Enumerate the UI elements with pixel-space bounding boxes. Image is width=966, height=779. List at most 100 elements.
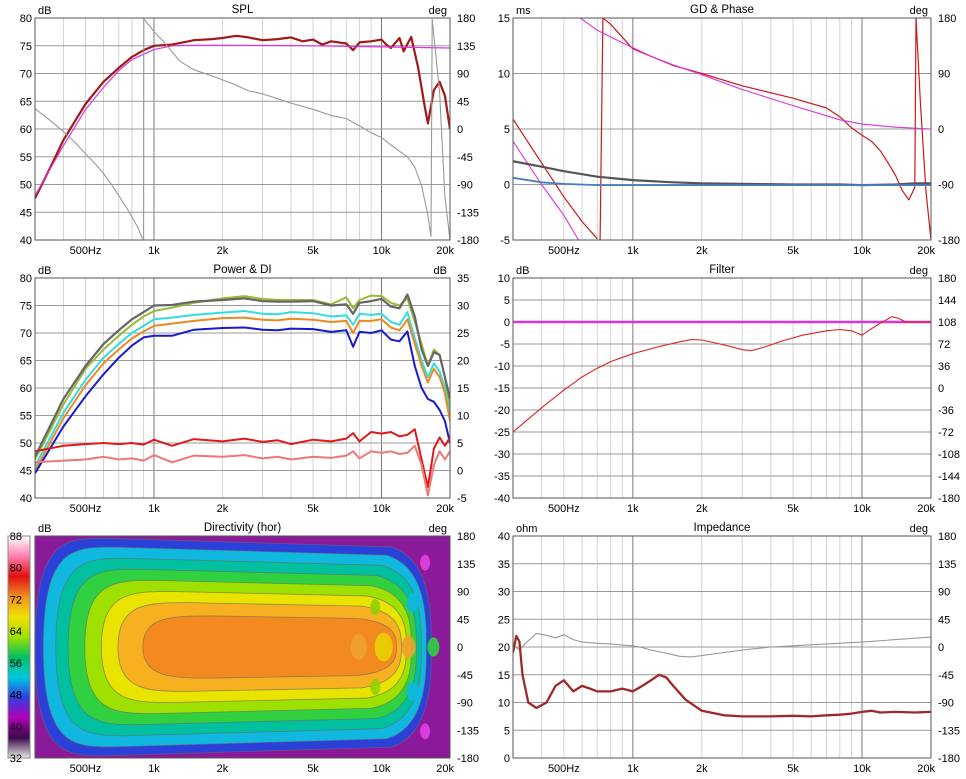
filter-x-tick-label: 500Hz <box>548 503 580 515</box>
colorbar-tick-label: 64 <box>10 626 22 638</box>
power-x-tick-label: 1k <box>148 503 160 515</box>
filter-y-tick-label: 5 <box>504 295 510 307</box>
impedance-y2-tick-label: -135 <box>938 725 960 737</box>
filter-y-tick-label: -35 <box>494 471 510 483</box>
spl-y2-tick-label: 0 <box>457 124 463 136</box>
gd-series-3 <box>915 18 931 240</box>
spl-y2-tick-label: 90 <box>457 69 469 81</box>
heatmap-blob <box>420 723 431 740</box>
colorbar <box>7 535 31 759</box>
power-title: Power & DI <box>213 264 271 276</box>
impedance-x-tick-label: 20k <box>917 763 935 775</box>
gd-y2-tick-label: -180 <box>938 235 960 247</box>
gd-series-2 <box>602 18 917 201</box>
gd-left-unit: ms <box>516 5 531 17</box>
spl-y-tick-label: 45 <box>20 207 32 219</box>
gd-x-tick-label: 5k <box>787 245 799 257</box>
filter-y-tick-label: 10 <box>498 273 510 285</box>
power-y-tick-label: 50 <box>20 438 32 450</box>
filter-y2-tick-label: -108 <box>938 449 960 461</box>
heatmap-blob <box>406 681 419 702</box>
directivity-y2-tick-label: -135 <box>457 725 479 737</box>
filter-y-tick-label: -40 <box>494 493 510 505</box>
spl-y2-tick-label: 135 <box>457 41 475 53</box>
colorbar-tick-label: 48 <box>10 690 22 702</box>
panel-filter: Filter dB deg -40 -35 -30 -25 -20 -15 -10 -5 0 5 10 -1… <box>494 264 960 515</box>
impedance-y2-tick-label: -45 <box>938 670 954 682</box>
power-y-tick-label: 55 <box>20 411 32 423</box>
gd-series-7 <box>513 176 931 186</box>
directivity-left-unit: dB <box>38 523 51 535</box>
panel-gd: GD & Phase ms deg -5 0 5 10 15 -180 -90 0 90 180 500H… <box>498 4 960 257</box>
filter-y2-tick-label: 180 <box>938 273 956 285</box>
colorbar-tick-label: 72 <box>10 594 22 606</box>
impedance-y2-tick-label: -90 <box>938 698 954 710</box>
spl-series-6 <box>431 19 450 240</box>
spl-y-tick-label: 40 <box>20 235 32 247</box>
spl-y-tick-label: 60 <box>20 124 32 136</box>
gd-right-unit: deg <box>910 5 928 17</box>
power-series-1 <box>35 293 450 458</box>
power-y-tick-label: 70 <box>20 328 32 340</box>
spl-title: SPL <box>232 4 254 16</box>
spl-y-tick-label: 55 <box>20 152 32 164</box>
impedance-x-tick-label: 500Hz <box>548 763 580 775</box>
colorbar-tick-label: 40 <box>10 721 22 733</box>
colorbar-tick-label: 32 <box>10 753 22 765</box>
colorbar-tick-label: 56 <box>10 658 22 670</box>
power-y-tick-label: 65 <box>20 356 32 368</box>
power-x-tick-label: 2k <box>217 503 229 515</box>
impedance-left-unit: ohm <box>516 523 537 535</box>
impedance-series-1 <box>513 634 931 718</box>
directivity-x-tick-label: 10k <box>373 763 391 775</box>
power-y2-tick-label: 0 <box>457 466 463 478</box>
spl-y-tick-label: 80 <box>20 13 32 25</box>
directivity-title: Directivity (hor) <box>204 522 281 534</box>
impedance-frame <box>512 535 932 759</box>
filter-y-tick-label: -15 <box>494 383 510 395</box>
impedance-y-tick-label: 5 <box>504 725 510 737</box>
power-frame <box>34 277 451 499</box>
directivity-x-tick-label: 500Hz <box>70 763 102 775</box>
gd-x-tick-label: 20k <box>917 245 935 257</box>
directivity-y2-tick-label: -45 <box>457 670 473 682</box>
power-series-6 <box>35 444 450 497</box>
spl-frame <box>34 17 451 241</box>
gd-y2-tick-label: 0 <box>938 124 944 136</box>
spl-y2-tick-label: -45 <box>457 152 473 164</box>
panel-power: Power & DI dB dB 40 45 50 55 60 65 70 75 80 -5 0 5 10 15… <box>20 264 470 515</box>
spl-series-1 <box>35 44 450 196</box>
power-series-group <box>35 293 450 497</box>
power-y2-tick-label: 15 <box>457 383 469 395</box>
filter-y2-tick-label: 72 <box>938 339 950 351</box>
gd-y-tick-label: 5 <box>504 124 510 136</box>
impedance-y-tick-label: 10 <box>498 698 510 710</box>
spl-x-tick-label: 10k <box>373 245 391 257</box>
impedance-y-tick-label: 0 <box>504 753 510 765</box>
impedance-y-tick-label: 40 <box>498 531 510 543</box>
directivity-x-tick-label: 1k <box>148 763 160 775</box>
gd-series-1 <box>599 18 604 240</box>
impedance-right-unit: deg <box>910 523 928 535</box>
spl-series-5 <box>430 19 433 237</box>
impedance-y2-tick-label: 180 <box>938 531 956 543</box>
heatmap-blob <box>370 599 381 616</box>
directivity-frame <box>34 535 451 759</box>
power-y-tick-label: 40 <box>20 493 32 505</box>
impedance-y2-tick-label: 0 <box>938 642 944 654</box>
directivity-y2-tick-label: 45 <box>457 614 469 626</box>
power-series-4 <box>35 326 450 474</box>
filter-left-unit: dB <box>516 265 529 277</box>
spl-x-tick-label: 500Hz <box>70 245 102 257</box>
panel-spl: SPL dB deg 40 45 50 55 60 65 70 75 80 -180 -135 -90 -45… <box>20 4 479 257</box>
power-y2-tick-label: -5 <box>457 493 467 505</box>
power-x-tick-label: 20k <box>436 503 454 515</box>
heatmap-blob <box>420 554 431 571</box>
colorbar-tick-label: 88 <box>10 531 22 543</box>
spl-y2-tick-label: -135 <box>457 207 479 219</box>
filter-y-tick-label: -20 <box>494 405 510 417</box>
power-left-unit: dB <box>38 265 51 277</box>
filter-y2-tick-label: -36 <box>938 405 954 417</box>
heatmap-blob <box>406 593 419 613</box>
directivity-y2-tick-label: 180 <box>457 531 475 543</box>
